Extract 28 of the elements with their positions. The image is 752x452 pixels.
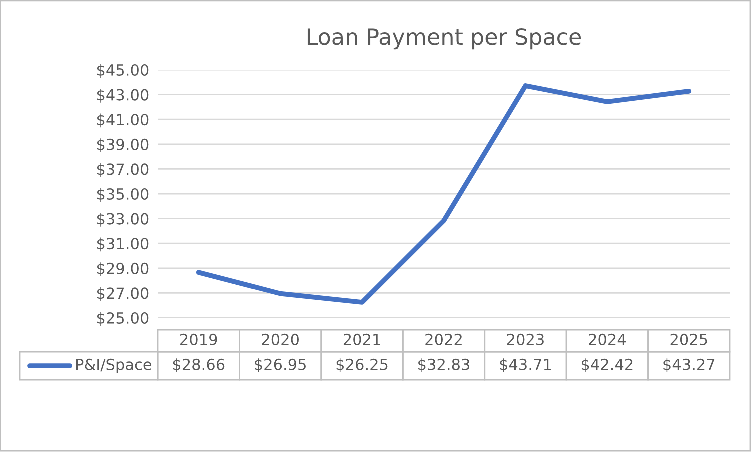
y-tick-label: $25.00 bbox=[97, 312, 149, 326]
line-series bbox=[196, 84, 692, 305]
x-tick-label: 2020 bbox=[262, 334, 299, 346]
y-tick-label: $27.00 bbox=[97, 287, 149, 302]
y-tick-label: $35.00 bbox=[97, 188, 149, 202]
y-tick-label: $29.00 bbox=[97, 262, 149, 276]
data-label: $32.83 bbox=[418, 358, 470, 372]
x-tick-label: 2025 bbox=[670, 334, 708, 346]
data-label: $26.95 bbox=[255, 358, 306, 372]
chart-title: Loan Payment per Space bbox=[308, 28, 582, 50]
y-tick-label: $43.00 bbox=[97, 88, 149, 103]
x-tick-label: 2022 bbox=[426, 334, 462, 346]
legend-label: P&I/Space bbox=[76, 358, 152, 374]
data-label: $42.42 bbox=[582, 358, 633, 372]
data-label: $43.71 bbox=[500, 358, 552, 372]
data-label: $28.66 bbox=[173, 358, 225, 372]
y-tick-label: $41.00 bbox=[97, 114, 149, 128]
y-tick-label: $37.00 bbox=[97, 163, 149, 178]
y-tick-label: $33.00 bbox=[97, 212, 149, 227]
data-label: $26.25 bbox=[336, 358, 388, 372]
y-tick-label: $45.00 bbox=[97, 64, 149, 78]
y-tick-label: $39.00 bbox=[97, 138, 149, 152]
x-tick-label: 2024 bbox=[589, 334, 626, 346]
x-tick-label: 2019 bbox=[180, 334, 218, 346]
data-label: $43.27 bbox=[664, 358, 715, 372]
x-tick-label: 2021 bbox=[344, 334, 380, 346]
x-tick-label: 2023 bbox=[507, 334, 544, 346]
y-tick-label: $31.00 bbox=[97, 238, 149, 252]
